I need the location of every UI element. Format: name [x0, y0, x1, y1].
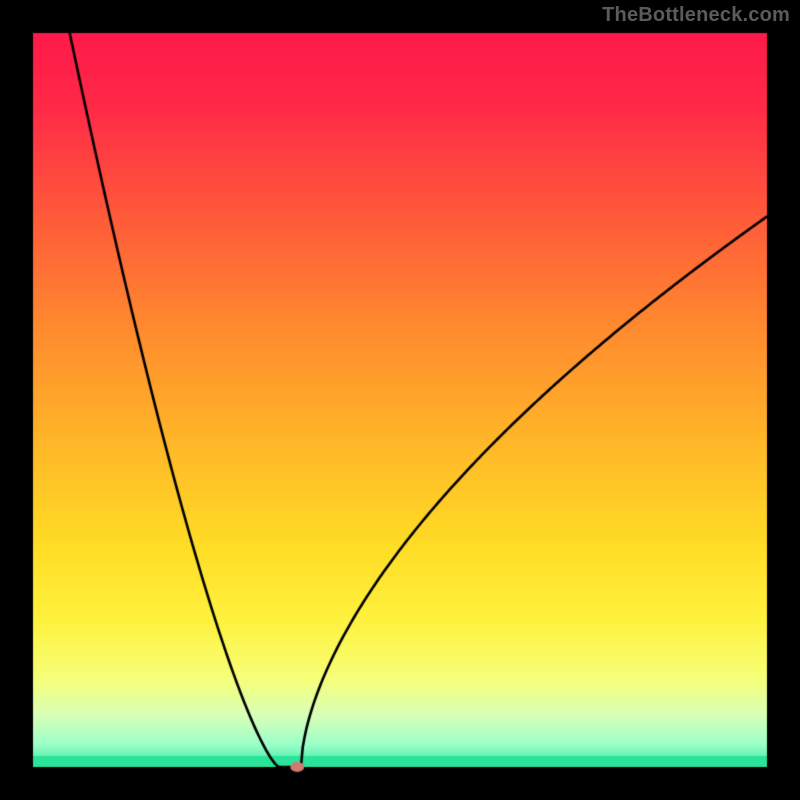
bottleneck-chart-canvas	[0, 0, 800, 800]
watermark-text: TheBottleneck.com	[602, 4, 790, 27]
chart-stage: TheBottleneck.com	[0, 0, 800, 800]
